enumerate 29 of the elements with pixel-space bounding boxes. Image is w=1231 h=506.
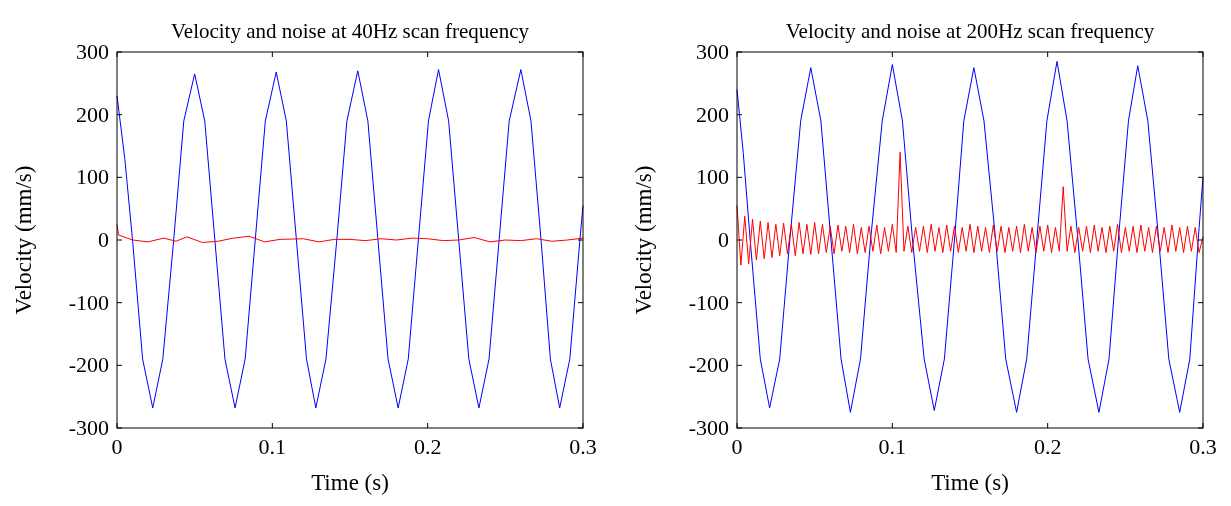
y-tick-label: 100 [76,164,109,190]
x-tick-label: 0.3 [569,434,597,459]
y-tick-label: 200 [76,101,109,127]
y-tick-label: -100 [688,289,729,315]
y-tick-label: 0 [718,227,729,252]
y-tick-label: 100 [696,164,729,190]
x-axis-title: Time (s) [931,470,1009,495]
y-axis-title: Velocity (mm/s) [631,165,656,315]
y-tick-label: 0 [98,227,109,252]
y-tick-label: -300 [68,415,109,440]
line-series [116,69,584,409]
y-tick-label: -200 [688,352,729,378]
line-series [736,60,1204,413]
y-tick-label: -100 [68,289,109,315]
chart-title: Velocity and noise at 40Hz scan frequency [170,19,530,43]
y-axis-title: Velocity (mm/s) [11,165,36,315]
x-tick-label: 0.3 [1189,434,1217,459]
y-tick-label: 300 [696,39,729,64]
x-tick-label: 0.1 [878,434,907,459]
y-tick-label: 300 [76,39,109,64]
x-tick-label: 0.2 [1033,434,1062,459]
x-axis-title: Time (s) [311,470,389,495]
chart-title: Velocity and noise at 200Hz scan frequency [785,19,1155,43]
line-series [736,151,1204,266]
y-tick-label: -200 [68,352,109,378]
y-tick-label: 200 [696,101,729,127]
x-tick-label: 0.2 [413,434,442,459]
y-tick-label: -300 [688,415,729,440]
x-tick-label: 0.1 [258,434,287,459]
